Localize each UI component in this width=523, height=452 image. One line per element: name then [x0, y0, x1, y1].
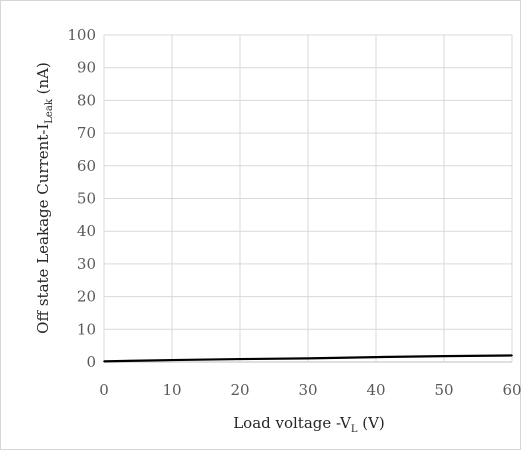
y-tick-label: 70 — [77, 124, 96, 142]
y-tick-label: 90 — [77, 59, 96, 77]
gridlines — [103, 34, 513, 363]
data-point — [103, 360, 105, 363]
y-tick-label: 40 — [77, 222, 96, 240]
x-tick-label: 50 — [434, 381, 453, 399]
x-tick-label: 60 — [502, 381, 521, 399]
x-axis-title: Load voltage -VL (V) — [233, 414, 385, 435]
y-axis-title: Off state Leakage Current-ILeak (nA) — [34, 62, 55, 334]
data-point — [511, 354, 513, 357]
data-point — [307, 357, 309, 360]
data-point — [239, 358, 241, 360]
y-tick-label: 60 — [77, 157, 96, 175]
y-tick-label: 0 — [86, 353, 96, 371]
series-group — [103, 354, 513, 363]
y-tick-label: 10 — [77, 320, 96, 338]
y-tick-label: 20 — [77, 288, 96, 306]
data-point — [443, 355, 445, 357]
y-tick-label: 50 — [77, 190, 96, 208]
y-tick-label: 30 — [77, 255, 96, 273]
x-tick-label: 40 — [366, 381, 385, 399]
x-tick-labels: 0 10 20 30 40 50 60 — [99, 381, 521, 399]
data-point — [375, 356, 377, 358]
x-tick-label: 10 — [162, 381, 181, 399]
data-point — [171, 359, 173, 361]
x-tick-label: 20 — [230, 381, 249, 399]
y-tick-labels: 0 10 20 30 40 50 60 70 80 90 100 — [67, 26, 96, 371]
y-tick-label: 100 — [67, 26, 96, 44]
y-tick-label: 80 — [77, 91, 96, 109]
x-tick-label: 30 — [298, 381, 317, 399]
x-tick-label: 0 — [99, 381, 109, 399]
